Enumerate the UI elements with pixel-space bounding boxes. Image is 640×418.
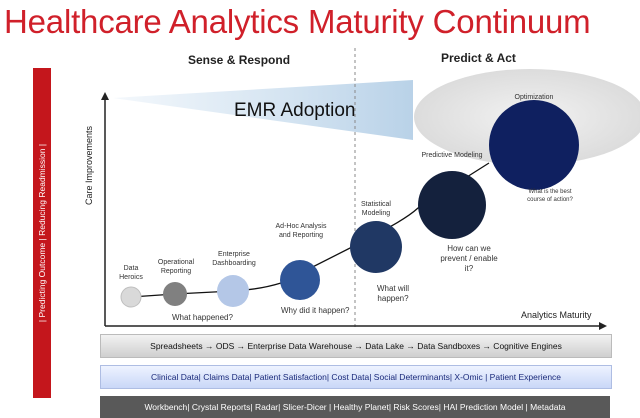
question-why-did-it-happen: Why did it happen? [281,306,350,315]
stage-label-statistical-modeling: Statistical Modeling [361,201,391,217]
stage-circle-optimization [489,100,579,190]
emr-adoption-label: EMR Adoption [234,100,356,121]
section-predict-act: Predict & Act [441,51,516,65]
page-title: Healthcare Analytics Maturity Continuum [4,3,591,40]
data-sources-band: Clinical Data| Claims Data| Patient Sati… [100,365,612,389]
sidebar-banner: | Predicting Outcome | Reducing Readmiss… [33,68,51,398]
question-what-will-happen: What will happen? [376,284,409,303]
x-axis-label: Analytics Maturity [521,310,592,320]
tools-band: Workbench| Crystal Reports| Radar| Slice… [100,396,610,418]
stage-label-ad-hoc: Ad-Hoc Analysis and Reporting [275,223,327,239]
stage-label-predictive-modeling: Predictive Modeling [421,152,483,159]
stage-label-optimization: Optimization [514,94,554,101]
stage-label-enterprise-dashboarding: Enterprise Dashboarding [212,251,256,267]
stage-circle-predictive-modeling [418,171,486,239]
question-best-course-of-action: What is the best course of action? [527,189,573,203]
x-axis-arrow [599,322,607,330]
stage-label-operational-reporting: Operational Reporting [157,259,195,275]
stage-label-data-heroics: Data Heroics [119,265,143,281]
data-storage-band: Spreadsheets → ODS → Enterprise Data War… [100,334,612,358]
y-axis-label: Care Improvements [84,125,94,205]
question-how-can-we-prevent: How can we prevent / enable it? [440,244,498,273]
stage-circle-statistical-modeling [350,221,402,273]
stage-circle-operational-reporting [163,282,187,306]
section-sense-respond: Sense & Respond [188,53,291,67]
question-what-happened: What happened? [172,313,233,322]
stage-circle-data-heroics [120,286,142,308]
stage-circle-ad-hoc [280,260,320,300]
emr-adoption-wedge [113,80,413,140]
stage-circle-enterprise-dashboarding [217,275,249,307]
y-axis-arrow [101,92,109,100]
